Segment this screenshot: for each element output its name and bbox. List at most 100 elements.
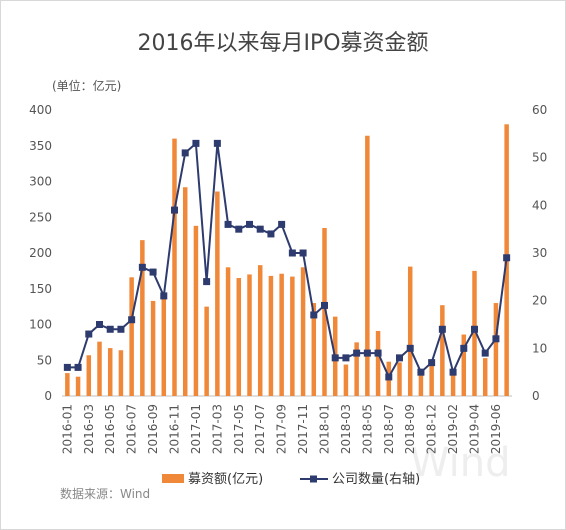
bar-2016-01 — [65, 373, 70, 396]
unit-label: (单位：亿元) — [52, 78, 121, 93]
x-tick-label: 2018-07 — [382, 404, 396, 454]
bar-2016-05 — [107, 348, 113, 396]
legend: 募资额(亿元) 公司数量(右轴) — [162, 472, 420, 487]
line-point-2018-06 — [374, 349, 382, 357]
line-point-2017-08 — [267, 230, 275, 238]
y-right-tick-label: 60 — [532, 103, 547, 117]
line-point-2018-03 — [342, 354, 350, 362]
x-tick-label: 2017-03 — [210, 404, 224, 454]
bar-2016-03 — [86, 355, 92, 396]
x-tick-label: 2017-05 — [232, 404, 246, 454]
x-tick-label: 2019-02 — [446, 404, 460, 454]
line-point-2019-01 — [438, 325, 446, 333]
y-left-tick-label: 300 — [29, 175, 52, 189]
x-tick-label: 2016-03 — [82, 404, 96, 454]
x-tick-label: 2016-05 — [103, 404, 117, 454]
x-tick-label: 2018-05 — [360, 404, 374, 454]
x-tick-label: 2018-01 — [318, 404, 332, 454]
bar-2018-05 — [365, 135, 370, 397]
bar-2018-04 — [354, 342, 359, 396]
bar-2019-05 — [482, 358, 488, 396]
x-tick-label: 2018-09 — [403, 404, 417, 454]
bar-2019-02 — [450, 369, 456, 396]
y-left-tick-label: 150 — [29, 282, 52, 296]
line-point-2016-12 — [181, 149, 189, 157]
bar-2016-08 — [140, 240, 145, 396]
line-point-2017-06 — [246, 220, 253, 228]
line-point-2018-05 — [363, 349, 371, 357]
bar-2016-10 — [161, 298, 167, 396]
line-point-2017-02 — [203, 278, 211, 286]
line-point-2019-06 — [492, 335, 500, 343]
x-tick-labels: 2016-01 2016-03 2016-05 2016-07 2016-09 2016-… — [60, 404, 503, 454]
line-point-2018-04 — [353, 349, 361, 357]
line-point-2017-04 — [224, 220, 232, 228]
y-left-tick-label: 400 — [29, 103, 52, 117]
legend-line-label: 公司数量(右轴) — [332, 472, 420, 487]
y-right-tick-label: 10 — [532, 341, 547, 355]
bar-2017-10 — [290, 276, 295, 396]
line-point-2017-11 — [299, 249, 307, 257]
bar-2017-08 — [268, 275, 274, 396]
y-right-tick-label: 40 — [532, 198, 547, 212]
bar-2017-03 — [215, 191, 220, 396]
watermark: Wind — [410, 440, 511, 486]
line-point-2016-10 — [160, 292, 168, 300]
bar-2016-06 — [118, 350, 124, 396]
line-point-2016-07 — [128, 316, 136, 324]
y-left-tick-label: 0 — [44, 389, 52, 403]
bar-2016-07 — [129, 277, 134, 396]
x-tick-label: 2019-04 — [468, 404, 482, 454]
bar-2019-03 — [461, 334, 467, 396]
x-tick-label: 2017-11 — [296, 404, 310, 454]
legend-line-marker — [310, 475, 317, 483]
bar-2017-12 — [311, 303, 317, 396]
bar-2019-04 — [472, 270, 477, 396]
bar-2019-06 — [493, 303, 499, 396]
line-point-2017-07 — [256, 225, 264, 233]
bar-2017-01 — [193, 225, 199, 396]
bar-2017-06 — [247, 274, 252, 396]
x-tick-label: 2019-06 — [489, 404, 503, 454]
line-point-2018-07 — [385, 373, 393, 381]
line-point-2018-10 — [417, 368, 425, 376]
bar-2018-08 — [397, 362, 402, 396]
line-point-2016-09 — [149, 268, 157, 276]
bar-2018-01 — [322, 227, 327, 396]
bar-2017-02 — [204, 306, 209, 396]
line-point-2017-09 — [278, 220, 286, 228]
bar-2017-07 — [257, 265, 263, 396]
line-point-2019-04 — [471, 325, 478, 333]
line-path — [67, 141, 508, 380]
y-right-tick-label: 20 — [532, 294, 547, 308]
bar-2019-01 — [440, 305, 445, 396]
line-point-2016-01 — [63, 363, 71, 371]
bar-2016-02 — [75, 376, 81, 396]
line-series — [63, 139, 511, 381]
x-tick-label: 2017-09 — [275, 404, 289, 454]
line-point-2018-02 — [331, 354, 339, 362]
bar-2016-09 — [150, 300, 156, 396]
y-left-tick-label: 200 — [29, 246, 52, 260]
y-right-tick-label: 50 — [532, 151, 547, 165]
line-point-2019-02 — [449, 368, 457, 376]
line-point-2016-03 — [85, 330, 93, 338]
legend-bar-swatch — [162, 474, 184, 483]
y-left-tick-label: 350 — [29, 139, 52, 153]
x-tick-label: 2016-11 — [168, 404, 182, 454]
line-point-2019-03 — [460, 344, 468, 352]
x-tick-label: 2016-09 — [146, 404, 160, 454]
y-right-tick-label: 0 — [532, 389, 540, 403]
line-point-2019-05 — [481, 349, 489, 357]
x-tick-label: 2018-12 — [425, 404, 439, 454]
x-tick-label: 2016-01 — [60, 404, 74, 454]
x-tick-label: 2017-01 — [189, 404, 203, 454]
bar-2016-11 — [172, 138, 177, 396]
line-point-2018-01 — [321, 301, 328, 309]
line-point-2017-03 — [213, 139, 221, 147]
line-point-2017-01 — [192, 139, 200, 147]
line-point-2019-07 — [503, 254, 511, 262]
y-right-tick-label: 30 — [532, 246, 547, 260]
